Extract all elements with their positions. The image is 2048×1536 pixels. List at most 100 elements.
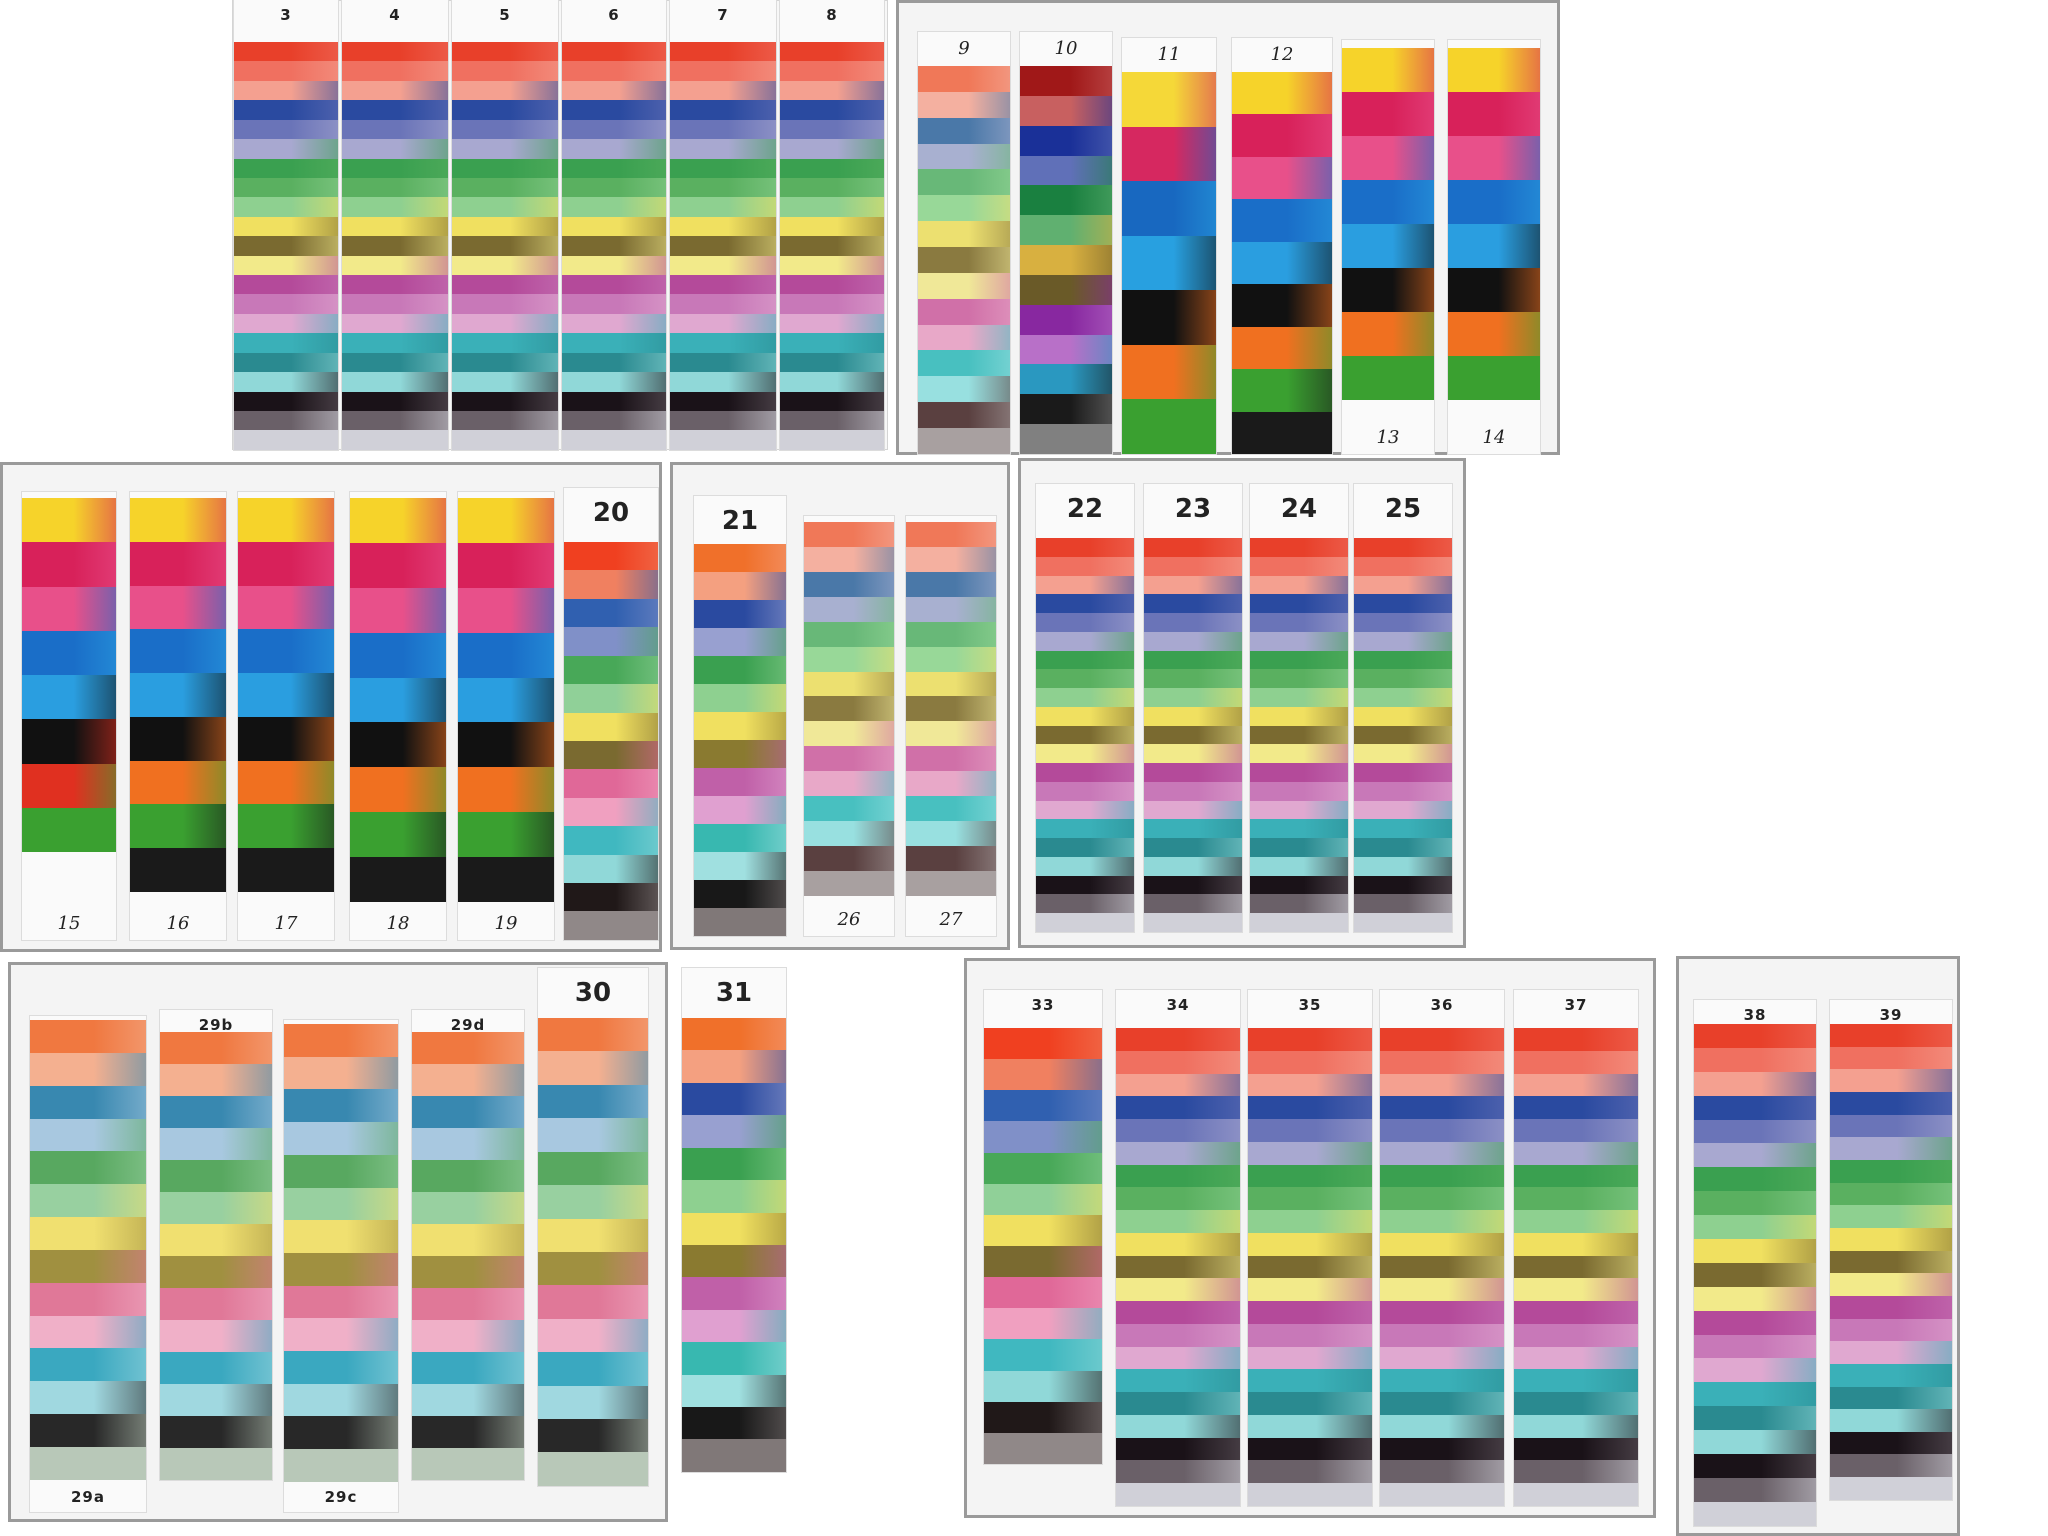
color-swatch <box>30 1282 146 1316</box>
color-swatch <box>1250 669 1348 688</box>
color-swatch <box>906 696 996 722</box>
color-swatch <box>1380 1119 1504 1142</box>
color-swatch <box>30 1020 146 1053</box>
color-swatch <box>564 627 658 656</box>
color-swatch <box>1250 819 1348 838</box>
color-swatch <box>342 333 448 353</box>
strip-number-label: 29c <box>324 1488 358 1506</box>
color-swatch-strip: 19 <box>458 492 554 940</box>
color-swatch <box>1514 1096 1638 1119</box>
color-swatch <box>682 1212 786 1245</box>
color-swatch <box>238 585 334 630</box>
color-swatch <box>780 100 884 120</box>
color-swatch-strip: 15 <box>22 492 116 940</box>
color-swatch <box>1144 838 1242 857</box>
color-swatch <box>1250 688 1348 707</box>
color-swatch <box>1354 781 1452 801</box>
strip-number-label: 3 <box>280 6 292 24</box>
color-swatch <box>160 1032 272 1064</box>
color-swatch <box>1694 1215 1816 1240</box>
color-swatch <box>1448 312 1540 356</box>
color-swatch <box>342 139 448 159</box>
color-swatch <box>906 571 996 597</box>
color-swatch <box>452 61 558 81</box>
color-swatch <box>1250 631 1348 651</box>
color-swatch <box>1380 1096 1504 1119</box>
color-swatch <box>1144 688 1242 707</box>
color-swatch <box>1116 1119 1240 1142</box>
color-swatch <box>1116 1164 1240 1188</box>
color-swatch <box>452 294 558 314</box>
color-swatch <box>906 596 996 622</box>
color-swatch <box>562 255 666 276</box>
color-swatch <box>30 1151 146 1185</box>
color-swatch <box>1250 575 1348 595</box>
color-swatch <box>780 333 884 353</box>
color-swatch <box>1514 1164 1638 1188</box>
color-swatch <box>1250 763 1348 782</box>
color-swatch <box>160 1352 272 1384</box>
color-swatch <box>538 1118 648 1152</box>
color-swatch <box>1020 66 1112 96</box>
strip-number-label: 8 <box>826 6 838 24</box>
color-swatch <box>238 716 334 761</box>
color-swatch <box>1830 1295 1952 1319</box>
color-swatch <box>1380 1346 1504 1370</box>
color-swatch-strip: 16 <box>130 492 226 940</box>
color-swatch <box>160 1384 272 1416</box>
color-swatch-strip: 4 <box>342 0 448 450</box>
color-swatch <box>342 236 448 256</box>
color-swatch <box>780 42 884 62</box>
strip-number-label: 18 <box>386 913 410 934</box>
color-swatch <box>160 1416 272 1448</box>
color-swatch <box>1830 1091 1952 1115</box>
color-swatch <box>234 177 338 198</box>
color-swatch <box>1036 800 1134 820</box>
color-swatch <box>350 498 446 543</box>
color-swatch <box>1036 781 1134 801</box>
color-swatch <box>682 1050 786 1083</box>
color-swatch <box>234 411 338 431</box>
color-swatch <box>1694 1143 1816 1168</box>
color-swatch <box>412 1320 524 1352</box>
color-swatch <box>1694 1024 1816 1048</box>
swatch-bands <box>564 542 658 940</box>
swatch-bands <box>1122 72 1216 454</box>
color-swatch <box>694 600 786 628</box>
color-swatch <box>918 143 1010 170</box>
color-swatch <box>160 1224 272 1256</box>
color-swatch <box>1248 1210 1372 1233</box>
color-swatch-strip: 29a <box>30 1016 146 1512</box>
color-swatch <box>1250 613 1348 632</box>
color-swatch <box>30 1217 146 1250</box>
color-swatch <box>1380 1414 1504 1438</box>
color-swatch <box>458 722 554 768</box>
color-swatch <box>1232 369 1332 412</box>
color-swatch <box>1116 1028 1240 1051</box>
color-swatch <box>22 630 116 675</box>
color-swatch <box>1248 1392 1372 1415</box>
color-swatch <box>538 1385 648 1420</box>
color-swatch <box>1248 1483 1372 1506</box>
color-swatch <box>1830 1046 1952 1070</box>
color-swatch <box>1036 875 1134 895</box>
color-swatch <box>1694 1262 1816 1287</box>
color-swatch <box>682 1374 786 1408</box>
swatch-bands <box>1380 1028 1504 1506</box>
color-swatch <box>342 119 448 140</box>
color-swatch <box>1380 1028 1504 1051</box>
color-swatch <box>1694 1430 1816 1455</box>
color-swatch <box>130 629 226 674</box>
color-swatch <box>804 870 894 896</box>
color-swatch <box>1448 48 1540 92</box>
color-swatch <box>670 236 776 256</box>
color-swatch <box>1514 1210 1638 1233</box>
color-swatch <box>1248 1346 1372 1370</box>
color-swatch <box>1116 1278 1240 1301</box>
color-swatch <box>780 411 884 431</box>
color-swatch <box>984 1432 1102 1464</box>
swatch-bands <box>918 66 1010 454</box>
color-swatch <box>1144 706 1242 726</box>
color-swatch <box>670 61 776 81</box>
color-swatch <box>1036 594 1134 613</box>
